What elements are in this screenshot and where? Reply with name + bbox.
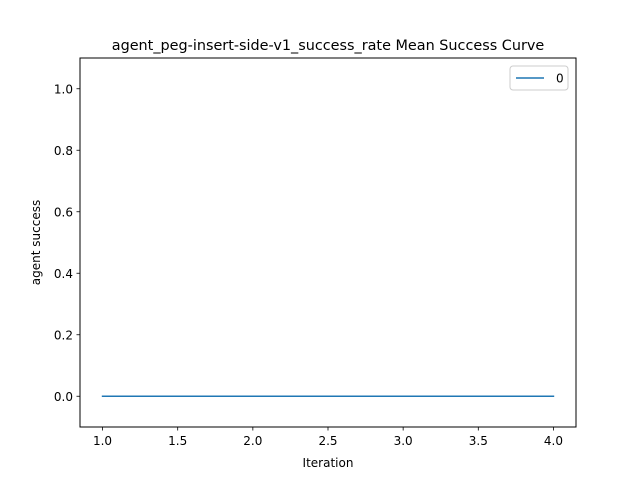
- x-tick-label: 2.0: [243, 434, 262, 448]
- x-tick-label: 3.0: [394, 434, 413, 448]
- y-tick-label: 1.0: [54, 82, 73, 96]
- y-tick-label: 0.0: [54, 390, 73, 404]
- x-tick-label: 1.0: [93, 434, 112, 448]
- legend: 0: [509, 65, 569, 91]
- x-axis-label: Iteration: [303, 456, 354, 470]
- y-tick-label: 0.2: [54, 328, 73, 342]
- y-axis: 0.0 0.2 0.4 0.6 0.8 1.0: [54, 82, 80, 404]
- y-tick-label: 0.6: [54, 205, 73, 219]
- y-tick-label: 0.4: [54, 267, 73, 281]
- x-tick-label: 3.5: [469, 434, 488, 448]
- x-tick-label: 1.5: [168, 434, 187, 448]
- x-axis: 1.0 1.5 2.0 2.5 3.0 3.5 4.0: [93, 427, 563, 448]
- y-axis-label: agent success: [29, 200, 43, 285]
- chart-title: agent_peg-insert-side-v1_success_rate Me…: [112, 38, 545, 54]
- plot-frame: [79, 57, 577, 428]
- y-tick-label: 0.8: [54, 144, 73, 158]
- x-tick-label: 4.0: [544, 434, 563, 448]
- x-tick-label: 2.5: [318, 434, 337, 448]
- legend-label: 0: [556, 72, 564, 86]
- plot-area: [80, 58, 576, 427]
